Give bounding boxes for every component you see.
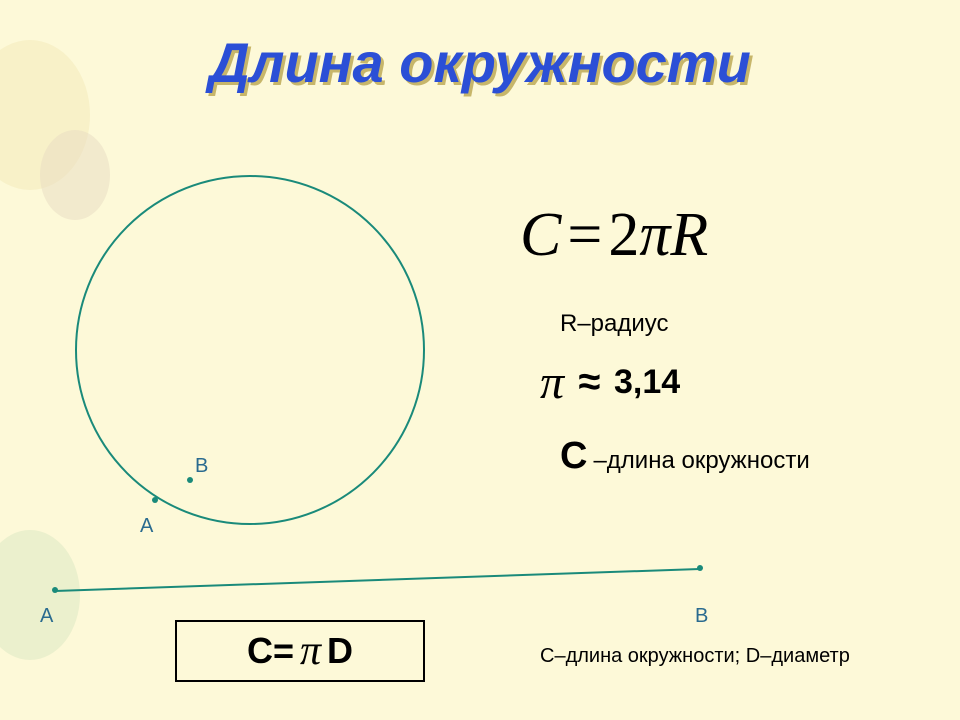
page-title: Длина окружности bbox=[209, 30, 751, 95]
balloon-decor bbox=[40, 130, 110, 220]
pi-icon: π bbox=[300, 627, 321, 675]
c-symbol: С bbox=[560, 435, 587, 478]
formula-box-D: D bbox=[327, 630, 353, 672]
formula-c-pid-box: C= π D bbox=[175, 620, 425, 682]
formula-R: R bbox=[670, 201, 708, 269]
formula-box-C: C= bbox=[247, 630, 294, 672]
pi-approx-row: π ≈ 3,14 bbox=[540, 355, 680, 410]
main-circle bbox=[75, 175, 425, 525]
c-definition-row: С –длина окружности bbox=[560, 435, 810, 478]
point-a-circle bbox=[152, 497, 158, 503]
formula-c-2pir: C=2πR bbox=[520, 200, 708, 271]
pi-icon: π bbox=[639, 201, 670, 269]
radius-definition: R–радиус bbox=[560, 310, 669, 338]
formula-eq: = bbox=[567, 201, 602, 269]
formula-C: C bbox=[520, 201, 561, 269]
pi-value: 3,14 bbox=[614, 363, 680, 402]
point-b-segment bbox=[697, 565, 703, 571]
approx-icon: ≈ bbox=[578, 360, 600, 405]
label-b-segment: B bbox=[695, 605, 708, 628]
label-a-circle: A bbox=[140, 515, 153, 538]
point-b-circle bbox=[187, 477, 193, 483]
label-a-segment: A bbox=[40, 605, 53, 628]
label-b-circle: B bbox=[195, 455, 208, 478]
c-definition-text: –длина окружности bbox=[593, 447, 809, 475]
formula-2: 2 bbox=[608, 201, 639, 269]
point-a-segment bbox=[52, 587, 58, 593]
bottom-definition: С–длина окружности; D–диаметр bbox=[540, 645, 850, 668]
pi-icon: π bbox=[540, 355, 564, 410]
